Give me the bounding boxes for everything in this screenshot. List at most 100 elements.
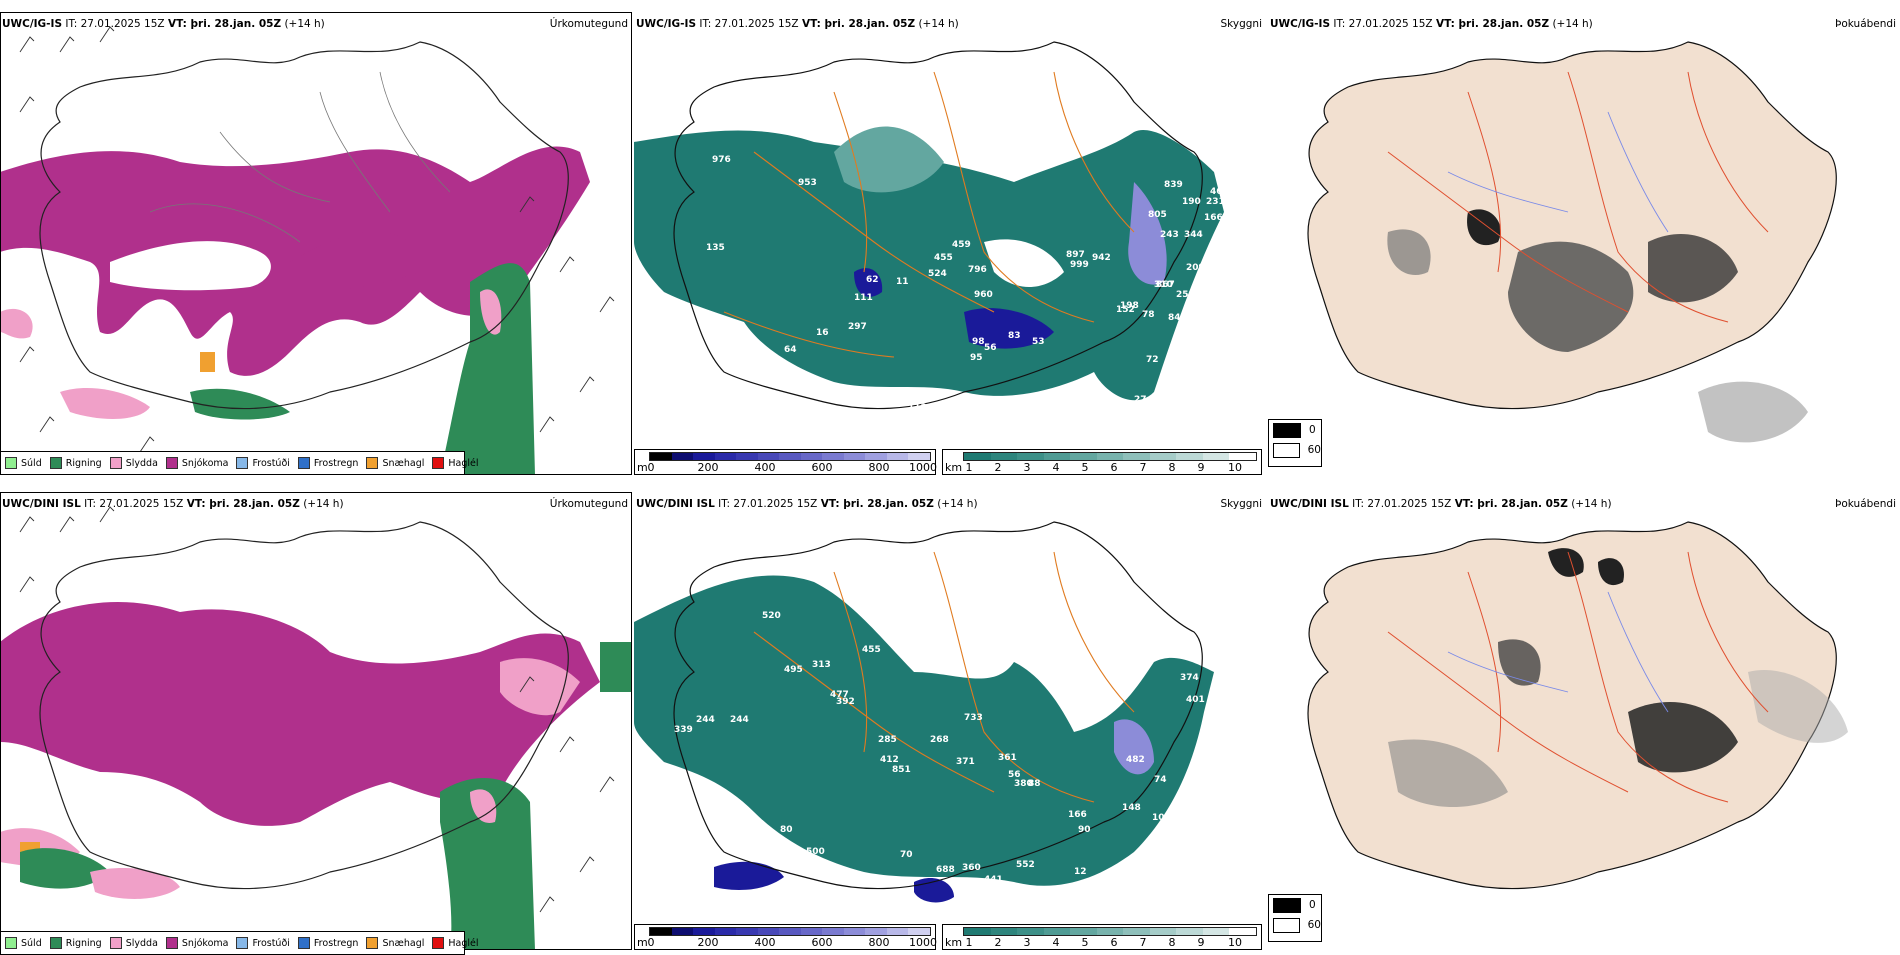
visibility-value-label: 412 bbox=[880, 755, 899, 765]
legend-item: 60 bbox=[1269, 440, 1321, 460]
legend-swatch bbox=[236, 937, 249, 949]
visibility-value-label: 25 bbox=[754, 410, 767, 420]
panel-title: UWC/IG-IS IT: 27.01.2025 15Z VT: þri. 28… bbox=[2, 18, 325, 30]
visibility-value-label: 552 bbox=[1016, 860, 1035, 870]
tick-label: 9 bbox=[1197, 936, 1205, 949]
visibility-value-label: 190 bbox=[1182, 197, 1201, 207]
visibility-value-label: 64 bbox=[784, 345, 797, 355]
tick-label: 8 bbox=[1168, 936, 1176, 949]
visibility-value-label: 960 bbox=[974, 290, 993, 300]
tick-label: 7 bbox=[1139, 461, 1147, 474]
visibility-value-label: 796 bbox=[968, 265, 987, 275]
tick-label: 400 bbox=[754, 936, 776, 949]
legend-item: Slydda bbox=[109, 457, 158, 469]
fog-legend: 0 60 bbox=[1268, 894, 1322, 942]
visibility-value-label: 258 bbox=[1176, 290, 1195, 300]
tick-label: 2 bbox=[994, 936, 1002, 949]
visibility-value-label: 78 bbox=[1144, 895, 1157, 905]
visibility-value-label: 313 bbox=[812, 660, 831, 670]
visibility-value-label: 111 bbox=[854, 293, 873, 303]
legend-swatch bbox=[297, 457, 310, 469]
visibility-value-label: 10 bbox=[1152, 813, 1165, 823]
legend-swatch bbox=[109, 937, 122, 949]
visibility-value-label: 98 bbox=[972, 337, 985, 347]
tick-label: 9 bbox=[1197, 461, 1205, 474]
visibility-value-label: 344 bbox=[1184, 230, 1203, 240]
visibility-value-label: 360 bbox=[962, 863, 981, 873]
panel-title: UWC/DINI ISL IT: 27.01.2025 15Z VT: þri.… bbox=[636, 498, 978, 510]
legend-item: Frostúði bbox=[236, 937, 290, 949]
precip-type-map bbox=[0, 12, 632, 475]
visibility-value-label: 466 bbox=[1210, 187, 1229, 197]
rain-area bbox=[440, 778, 535, 950]
panel-title: UWC/DINI ISL IT: 27.01.2025 15Z VT: þri.… bbox=[1270, 498, 1612, 510]
legend-swatch bbox=[366, 457, 379, 469]
visibility-value-label: 285 bbox=[878, 735, 897, 745]
visibility-value-label: 12 bbox=[1074, 867, 1087, 877]
panel-field-title: Þokuábendi bbox=[1835, 18, 1896, 30]
precip-type-map bbox=[0, 492, 632, 950]
visibility-value-label: 70 bbox=[900, 850, 913, 860]
legend-swatch bbox=[49, 457, 62, 469]
visibility-value-label: 733 bbox=[964, 713, 983, 723]
legend-item: Slydda bbox=[109, 937, 158, 949]
visibility-value-label: 113 bbox=[908, 403, 927, 413]
visibility-value-label: 27 bbox=[1134, 395, 1147, 405]
cloud-base-colorbar: m 0 200 400 600 800 1000 bbox=[634, 924, 937, 950]
tick-label: 1000 bbox=[909, 936, 937, 949]
rain-area bbox=[440, 263, 535, 475]
colorbar-strip bbox=[963, 452, 1257, 461]
tick-label: 4 bbox=[1052, 936, 1060, 949]
visibility-value-label: 401 bbox=[1186, 695, 1205, 705]
legend-swatch bbox=[236, 457, 249, 469]
visibility-value-label: 16 bbox=[816, 328, 829, 338]
legend-swatch bbox=[109, 457, 122, 469]
visibility-value-label: 72 bbox=[1146, 355, 1159, 365]
visibility-colorbar: km 1 2 3 4 5 6 7 8 9 10 bbox=[942, 449, 1262, 475]
tick-label: 200 bbox=[697, 936, 719, 949]
land-area bbox=[1307, 41, 1837, 410]
legend-item: Rigning bbox=[49, 937, 102, 949]
visibility-value-label: 243 bbox=[1160, 230, 1179, 240]
legend-swatch bbox=[49, 937, 62, 949]
visibility-value-label: 56 bbox=[984, 343, 997, 353]
tick-label: 5 bbox=[1081, 936, 1089, 949]
panel-field-title: Skyggni bbox=[1220, 18, 1263, 30]
visibility-value-label: 361 bbox=[998, 753, 1017, 763]
tick-label: 800 bbox=[868, 936, 890, 949]
visibility-panel-row2: 520 495 313 455 477 392 244 244 339 268 733 285 412 8… bbox=[634, 492, 1266, 950]
visibility-value-label: 459 bbox=[952, 240, 971, 250]
visibility-value-label: 455 bbox=[934, 253, 953, 263]
colorbar-unit: km bbox=[945, 936, 963, 949]
visibility-value-label: 897 bbox=[1066, 250, 1085, 260]
legend-item: Snjókoma bbox=[165, 457, 228, 469]
tick-label: 600 bbox=[811, 461, 833, 474]
visibility-value-label: 105 bbox=[654, 330, 673, 340]
precip-legend: Súld Rigning Slydda Snjókoma Frostúði Fr… bbox=[0, 451, 479, 475]
precip-legend: Súld Rigning Slydda Snjókoma Frostúði Fr… bbox=[0, 931, 479, 955]
visibility-value-label: 78 bbox=[1142, 310, 1155, 320]
tick-label: 4 bbox=[1052, 461, 1060, 474]
panel-title: UWC/IG-IS IT: 27.01.2025 15Z VT: þri. 28… bbox=[1270, 18, 1593, 30]
visibility-low-area bbox=[634, 575, 1214, 886]
tick-label: 400 bbox=[754, 461, 776, 474]
visibility-value-label: 839 bbox=[1164, 180, 1183, 190]
tick-label: 6 bbox=[1110, 461, 1118, 474]
visibility-value-label: 83 bbox=[754, 395, 767, 405]
tick-label: 10 bbox=[1228, 461, 1242, 474]
visibility-value-label: 953 bbox=[798, 178, 817, 188]
tick-label: 600 bbox=[811, 936, 833, 949]
legend-swatch bbox=[165, 937, 178, 949]
visibility-value-label: 999 bbox=[1070, 260, 1089, 270]
snow-area bbox=[0, 602, 600, 826]
legend-item: Haglél bbox=[432, 457, 479, 469]
tick-label: 3 bbox=[1023, 936, 1031, 949]
legend-swatch bbox=[366, 937, 379, 949]
visibility-value-label: 851 bbox=[892, 765, 911, 775]
visibility-value-label: 198 bbox=[1120, 301, 1139, 311]
visibility-value-label: 441 bbox=[984, 875, 1003, 885]
fog-index-panel-row2: UWC/DINI ISL IT: 27.01.2025 15Z VT: þri.… bbox=[1268, 492, 1900, 950]
tick-label: 5 bbox=[1081, 461, 1089, 474]
panel-title: UWC/IG-IS IT: 27.01.2025 15Z VT: þri. 28… bbox=[636, 18, 959, 30]
